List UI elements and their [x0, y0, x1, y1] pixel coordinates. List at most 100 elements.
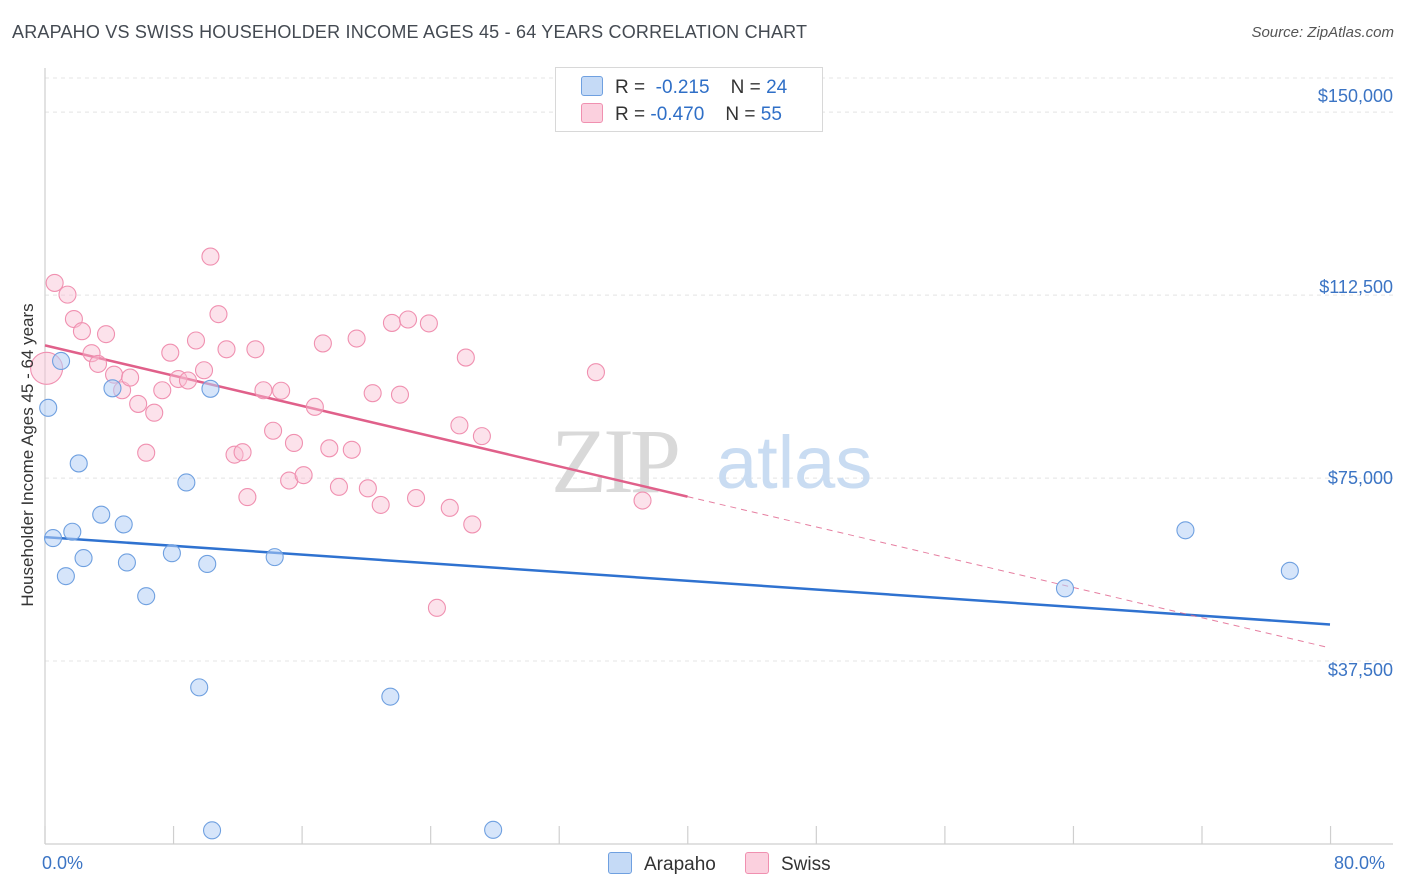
- chart-title: ARAPAHO VS SWISS HOUSEHOLDER INCOME AGES…: [12, 22, 808, 42]
- r-label: R =: [615, 77, 646, 98]
- swiss-point: [161, 343, 180, 362]
- data-points: [30, 247, 1299, 840]
- arapaho-point: [92, 505, 111, 524]
- swiss-point: [169, 369, 188, 389]
- swiss-point: [320, 439, 339, 458]
- swiss-point: [264, 421, 283, 440]
- swiss-point: [246, 340, 265, 359]
- arapaho-point: [52, 351, 71, 371]
- swiss-point: [440, 498, 459, 517]
- swiss-point: [406, 489, 426, 508]
- swiss-point: [82, 344, 101, 363]
- y-tick-label: $150,000: [1317, 86, 1393, 106]
- x-tick-label: 80.0%: [1334, 853, 1386, 873]
- swiss-point: [342, 440, 361, 459]
- swiss-point: [450, 416, 469, 435]
- arapaho-point: [265, 548, 284, 567]
- y-tick-label: $75,000: [1327, 468, 1393, 488]
- swiss-point: [390, 385, 410, 404]
- legend-row-arapaho: R = -0.215 N = 24: [581, 76, 787, 99]
- swiss-point: [96, 325, 116, 344]
- arapaho-point: [381, 687, 400, 706]
- bottom-legend-swiss: Swiss: [745, 852, 831, 876]
- arapaho-swatch: [581, 76, 603, 96]
- swiss-point: [201, 247, 220, 266]
- r-value: -0.470: [650, 104, 705, 125]
- bottom-legend-arapaho: Arapaho: [608, 852, 716, 876]
- n-label: N =: [730, 77, 761, 98]
- arapaho-swatch: [608, 852, 632, 874]
- swiss-point: [217, 340, 236, 359]
- swiss-point: [58, 285, 77, 304]
- swiss-point: [313, 334, 332, 353]
- swiss-point: [88, 354, 108, 373]
- swiss-point: [238, 488, 257, 507]
- swiss-trend-line: [44, 344, 688, 498]
- swiss-point: [382, 313, 402, 332]
- swiss-point: [456, 348, 475, 367]
- swiss-point: [209, 305, 228, 324]
- swiss-point: [45, 273, 64, 292]
- swiss-swatch: [581, 103, 603, 123]
- arapaho-point: [114, 515, 133, 534]
- arapaho-point: [43, 529, 63, 548]
- arapaho-point: [484, 820, 503, 839]
- n-label: N =: [725, 104, 756, 125]
- n-value: 24: [766, 77, 788, 98]
- swiss-point: [284, 433, 304, 452]
- swiss-point: [186, 331, 206, 350]
- watermark-atlas: atlas: [716, 421, 872, 504]
- arapaho-point: [103, 379, 122, 398]
- arapaho-point: [177, 473, 196, 492]
- arapaho-point: [1176, 521, 1195, 540]
- arapaho-point: [69, 454, 88, 473]
- arapaho-point: [1055, 579, 1075, 598]
- swiss-point: [272, 381, 291, 400]
- swiss-point: [358, 479, 377, 498]
- x-tick-label: 0.0%: [42, 853, 84, 873]
- swiss-point: [129, 394, 148, 413]
- swiss-point: [472, 427, 491, 446]
- axes: [44, 68, 1393, 845]
- arapaho-point: [63, 522, 82, 541]
- swiss-point: [254, 381, 273, 400]
- legend-row-swiss: R = -0.470 N = 55: [581, 103, 782, 126]
- arapaho-point: [56, 567, 75, 586]
- swiss-point: [586, 363, 605, 382]
- swiss-point: [121, 368, 140, 387]
- swiss-point: [363, 384, 382, 403]
- swiss-point: [427, 598, 446, 617]
- swiss-trend-extension: [687, 496, 1331, 649]
- swiss-point: [633, 491, 652, 510]
- swiss-point: [153, 381, 172, 400]
- arapaho-label: Arapaho: [644, 854, 716, 875]
- y-tick-label: $112,500: [1319, 277, 1393, 297]
- swiss-label: Swiss: [781, 854, 831, 875]
- swiss-swatch: [745, 852, 769, 874]
- gridlines: [45, 77, 1393, 662]
- swiss-point: [398, 310, 418, 329]
- trend-lines: [44, 344, 1331, 649]
- arapaho-point: [137, 587, 156, 606]
- y-tick-label: $37,500: [1327, 660, 1393, 680]
- r-value: -0.215: [655, 77, 710, 98]
- arapaho-trend-line: [44, 535, 1331, 626]
- swiss-point: [419, 314, 438, 333]
- arapaho-point: [201, 379, 220, 398]
- arapaho-point: [190, 678, 209, 697]
- swiss-point: [72, 322, 91, 341]
- swiss-point: [145, 403, 164, 422]
- swiss-point: [294, 466, 313, 485]
- swiss-point: [178, 371, 198, 390]
- arapaho-point: [203, 821, 222, 840]
- swiss-point: [329, 477, 348, 496]
- swiss-point: [233, 443, 252, 462]
- n-value: 55: [760, 104, 782, 125]
- arapaho-point: [39, 398, 58, 417]
- swiss-point: [371, 495, 390, 514]
- arapaho-point: [198, 554, 217, 573]
- correlation-legend: R = -0.215 N = 24 R = -0.470 N = 55: [555, 67, 823, 132]
- arapaho-point: [1280, 561, 1299, 580]
- swiss-point: [463, 515, 482, 534]
